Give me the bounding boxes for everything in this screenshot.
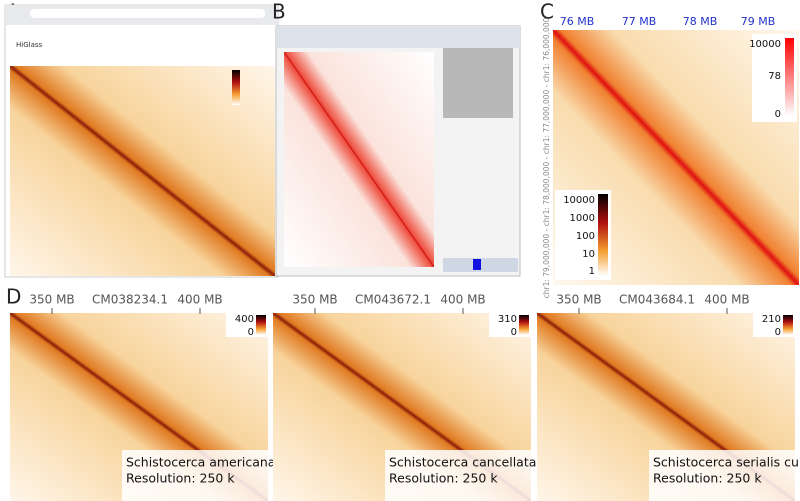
axis-label: 400 MB (177, 293, 222, 307)
colorbar-label: 1000 (570, 213, 595, 224)
colorbar-label: 0 (248, 327, 254, 338)
colorbar-label: 400 (235, 314, 254, 325)
resolution-label: Resolution: 250 k (126, 471, 235, 486)
axis-label: 400 MB (704, 293, 749, 307)
panel-letter: B (272, 0, 286, 24)
colorbar-label: 100 (576, 231, 595, 242)
colorbar (598, 194, 608, 276)
colorbar-label: 0 (511, 327, 517, 338)
species-label: Schistocerca americana (126, 455, 275, 470)
species-label: Schistocerca cancellata (389, 455, 536, 470)
label-box (649, 450, 795, 501)
colorbar-label: 10000 (749, 39, 781, 50)
colorbar-label: 0 (775, 327, 781, 338)
overview-map (443, 48, 513, 118)
resolution-label: Resolution: 250 k (653, 471, 762, 486)
toolbar (276, 26, 520, 48)
x-axis-label: 79 MB (741, 15, 776, 28)
colorbar-label: 78 (768, 71, 781, 82)
colorbar (785, 38, 794, 116)
axis-label: 350 MB (556, 293, 601, 307)
x-axis-label: 78 MB (683, 15, 718, 28)
axis-label: 350 MB (292, 293, 337, 307)
y-axis-label: chr1: 79,000,000 - chr1: 78,000,000 - ch… (542, 17, 551, 298)
app-name: HiGlass (16, 41, 43, 49)
control-button (473, 259, 481, 270)
colorbar (519, 315, 529, 335)
colorbar-label: 1 (589, 266, 595, 277)
colorbar (232, 70, 240, 105)
species-label: Schistocerca serialis cubense (653, 455, 800, 470)
axis-label: 400 MB (440, 293, 485, 307)
heatmap (10, 66, 275, 276)
axis-label: CM038234.1 (92, 293, 168, 307)
panel-letter: C (540, 0, 554, 24)
label-box (122, 450, 268, 501)
colorbar (256, 315, 266, 335)
colorbar-label: 310 (498, 314, 517, 325)
axis-label: CM043672.1 (355, 293, 431, 307)
colorbar-label: 0 (775, 109, 781, 120)
colorbar-label: 10 (582, 249, 595, 260)
heatmap (284, 52, 434, 267)
panel-d: 350 MB CM038234.1 400 MB 400 0 Schistocerca a… (10, 293, 800, 501)
colorbar-label: 10000 (563, 195, 595, 206)
x-axis-label: 77 MB (622, 15, 657, 28)
address-bar (30, 9, 265, 18)
axis-label: CM043684.1 (619, 293, 695, 307)
x-axis-label: 76 MB (560, 15, 595, 28)
colorbar-label: 210 (762, 314, 781, 325)
panel-letter: D (6, 285, 21, 309)
colorbar (783, 315, 793, 335)
label-box (385, 450, 531, 501)
resolution-label: Resolution: 250 k (389, 471, 498, 486)
axis-label: 350 MB (29, 293, 74, 307)
